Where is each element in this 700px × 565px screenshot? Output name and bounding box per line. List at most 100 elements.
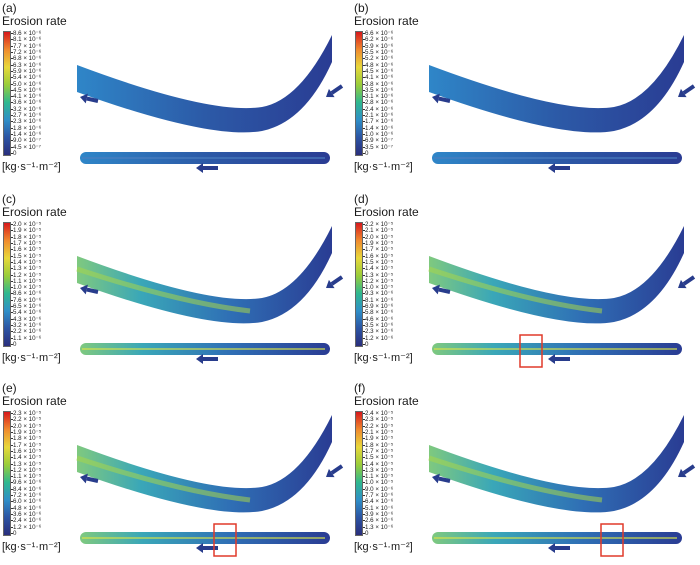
highlight-box xyxy=(600,523,624,557)
erosion-band xyxy=(428,266,603,314)
colorbar-tick-label: 1.6 × 10⁻⁵ xyxy=(10,246,42,254)
erosion-band xyxy=(428,455,603,503)
colorbar-tick-label: 1.8 × 10⁻⁵ xyxy=(362,441,394,449)
colorbar-tick-label: 5.4 × 10⁻⁶ xyxy=(10,309,42,317)
colorbar-tick-label: 2.6 × 10⁻⁶ xyxy=(362,517,394,525)
colorbar-tick-label: 7.7 × 10⁻⁶ xyxy=(362,492,394,500)
colorbar-tick-label: 2.1 × 10⁻⁵ xyxy=(362,227,394,235)
colorbar-tick-label: 6.9 × 10⁻⁷ xyxy=(362,137,394,145)
unit-label: [kg·s⁻¹·m⁻²] xyxy=(354,352,413,364)
colorbar-tick-label: 1.0 × 10⁻⁶ xyxy=(362,131,394,139)
colorbar-tick-label: 5.9 × 10⁻⁶ xyxy=(362,42,394,50)
colorbar-tick-label: 7.7 × 10⁻⁶ xyxy=(10,42,42,50)
colorbar-tick-label: 9.6 × 10⁻⁶ xyxy=(10,479,42,487)
highlight-box xyxy=(213,523,237,557)
colorbar-tick-label: 0 xyxy=(10,530,17,537)
colorbar-tick-label: 2.4 × 10⁻⁵ xyxy=(362,410,394,417)
colorbar-tick-label: 4.5 × 10⁻⁷ xyxy=(10,143,42,151)
colorbar-tick-label: 2.4 × 10⁻⁶ xyxy=(362,105,394,113)
colorbar-tick-label: 5.9 × 10⁻⁶ xyxy=(10,67,42,75)
colorbar-tick-label: 1.4 × 10⁻⁶ xyxy=(362,124,394,132)
flow-arrow-right-icon xyxy=(326,464,344,478)
colorbar-tick-label: 1.1 × 10⁻⁵ xyxy=(362,473,394,481)
colorbar-tick-label: 1.8 × 10⁻⁵ xyxy=(10,435,42,443)
colorbar-title: Erosion rate xyxy=(2,205,67,219)
colorbar-tick-label: 5.4 × 10⁻⁶ xyxy=(10,74,42,82)
colorbar-tick-label: 4.5 × 10⁻⁶ xyxy=(362,67,394,75)
colorbar-tick-label: 1.7 × 10⁻⁵ xyxy=(362,246,394,254)
colorbar-tick-label: 0 xyxy=(10,341,17,348)
flow-arrow-left-icon xyxy=(432,284,451,295)
colorbar-tick-label: 1.7 × 10⁻⁵ xyxy=(10,239,42,247)
colorbar-tick-label: 1.3 × 10⁻⁵ xyxy=(362,271,394,279)
colorbar-tick-label: 2.3 × 10⁻⁶ xyxy=(10,118,42,126)
colorbar-tick-label: 1.7 × 10⁻⁵ xyxy=(10,441,42,449)
colorbar-ticks: 2.2 × 10⁻⁵ 2.1 × 10⁻⁵ 2.0 × 10⁻⁵ 1.9 × 10⁻⁵… xyxy=(362,221,420,348)
colorbar-tick-label: 6.5 × 10⁻⁶ xyxy=(10,303,42,311)
colorbar-tick-label: 0 xyxy=(362,150,369,157)
colorbar-tick-label: 1.2 × 10⁻⁵ xyxy=(362,277,394,285)
unit-label: [kg·s⁻¹·m⁻²] xyxy=(354,541,413,553)
colorbar-tick-label: 1.5 × 10⁻⁵ xyxy=(10,252,42,260)
unit-label: [kg·s⁻¹·m⁻²] xyxy=(2,352,61,364)
pipe-view xyxy=(77,35,344,173)
unit-label: [kg·s⁻¹·m⁻²] xyxy=(2,541,61,553)
flow-arrow-bottom-icon xyxy=(196,163,218,173)
colorbar-tick-label: 1.4 × 10⁻⁵ xyxy=(362,265,394,273)
colorbar-tick-label: 6.6 × 10⁻⁶ xyxy=(362,30,394,37)
panel-label: (c) xyxy=(2,192,16,206)
flow-arrow-bottom-icon xyxy=(548,354,570,364)
colorbar-tick-label: 8.1 × 10⁻⁶ xyxy=(362,296,394,304)
pipe-view xyxy=(428,415,696,557)
flow-arrow-bottom-icon xyxy=(548,163,570,173)
colorbar-tick-label: 2.4 × 10⁻⁶ xyxy=(10,517,42,525)
colorbar-tick-label: 1.2 × 10⁻⁶ xyxy=(362,334,394,342)
colorbar-tick-label: 8.1 × 10⁻⁶ xyxy=(10,36,42,44)
bent-pipe xyxy=(429,415,684,513)
colorbar-tick-label: 3.6 × 10⁻⁶ xyxy=(10,99,42,107)
colorbar-tick-label: 0 xyxy=(362,530,369,537)
colorbar-tick-label: 2.3 × 10⁻⁶ xyxy=(362,328,394,336)
colorbar-tick-label: 3.5 × 10⁻⁷ xyxy=(362,143,394,151)
colorbar-tick-label: 1.6 × 10⁻⁵ xyxy=(10,447,42,455)
colorbar-ticks: 2.3 × 10⁻⁵ 2.2 × 10⁻⁵ 2.0 × 10⁻⁵ 1.9 × 10⁻⁵… xyxy=(10,410,68,537)
panel-label: (a) xyxy=(2,1,17,15)
colorbar-tick-label: 4.1 × 10⁻⁶ xyxy=(362,74,394,82)
colorbar-tick-label: 2.0 × 10⁻⁵ xyxy=(10,422,42,430)
colorbar-tick-label: 4.5 × 10⁻⁶ xyxy=(10,86,42,94)
colorbar xyxy=(3,411,11,536)
colorbar-tick-label: 6.3 × 10⁻⁶ xyxy=(10,61,42,69)
colorbar-tick-label: 2.1 × 10⁻⁵ xyxy=(362,428,394,436)
colorbar-tick-label: 1.3 × 10⁻⁶ xyxy=(362,523,394,531)
colorbar xyxy=(3,31,11,156)
unit-label: [kg·s⁻¹·m⁻²] xyxy=(2,161,61,173)
panel-d: (d) Erosion rate 2.2 × 10⁻⁵ 2.1 × 10⁻⁵ 2.0 ×… xyxy=(352,191,700,376)
colorbar-tick-label: 3.9 × 10⁻⁶ xyxy=(362,511,394,519)
colorbar-tick-label: 1.3 × 10⁻⁵ xyxy=(362,466,394,474)
colorbar-tick-label: 9.0 × 10⁻⁶ xyxy=(362,485,394,493)
colorbar-tick-label: 3.6 × 10⁻⁶ xyxy=(10,511,42,519)
bent-pipe xyxy=(77,226,332,324)
panel-e: (e) Erosion rate 2.3 × 10⁻⁵ 2.2 × 10⁻⁵ 2.0 ×… xyxy=(0,380,348,565)
flow-arrow-bottom-icon xyxy=(196,354,218,364)
bent-pipe xyxy=(429,35,684,133)
colorbar-tick-label: 1.4 × 10⁻⁵ xyxy=(362,460,394,468)
colorbar-tick-label: 5.5 × 10⁻⁶ xyxy=(362,48,394,56)
panel-a: (a) Erosion rate 8.6 × 10⁻⁶ 8.1 × 10⁻⁶ 7.7 ×… xyxy=(0,0,348,185)
colorbar-tick-label: 2.2 × 10⁻⁶ xyxy=(10,328,42,336)
flow-arrow-right-icon xyxy=(678,275,696,289)
colorbar-tick-label: 8.6 × 10⁻⁶ xyxy=(10,290,42,298)
colorbar-tick-label: 3.8 × 10⁻⁶ xyxy=(362,80,394,88)
flow-arrow-right-icon xyxy=(678,464,696,478)
colorbar-title: Erosion rate xyxy=(2,14,67,28)
colorbar-tick-label: 1.9 × 10⁻⁵ xyxy=(10,428,42,436)
colorbar-title: Erosion rate xyxy=(2,394,67,408)
colorbar-tick-label: 1.2 × 10⁻⁵ xyxy=(10,466,42,474)
colorbar-tick-label: 2.2 × 10⁻⁵ xyxy=(362,221,394,228)
colorbar-tick-label: 1.8 × 10⁻⁵ xyxy=(10,233,42,241)
colorbar-tick-label: 1.3 × 10⁻⁵ xyxy=(10,265,42,273)
colorbar-tick-label: 6.4 × 10⁻⁶ xyxy=(362,498,394,506)
colorbar-tick-label: 8.6 × 10⁻⁶ xyxy=(10,30,42,37)
colorbar-ticks: 2.0 × 10⁻⁵ 1.9 × 10⁻⁵ 1.8 × 10⁻⁵ 1.7 × 10⁻⁵… xyxy=(10,221,68,348)
colorbar-tick-label: 6.0 × 10⁻⁶ xyxy=(10,498,42,506)
